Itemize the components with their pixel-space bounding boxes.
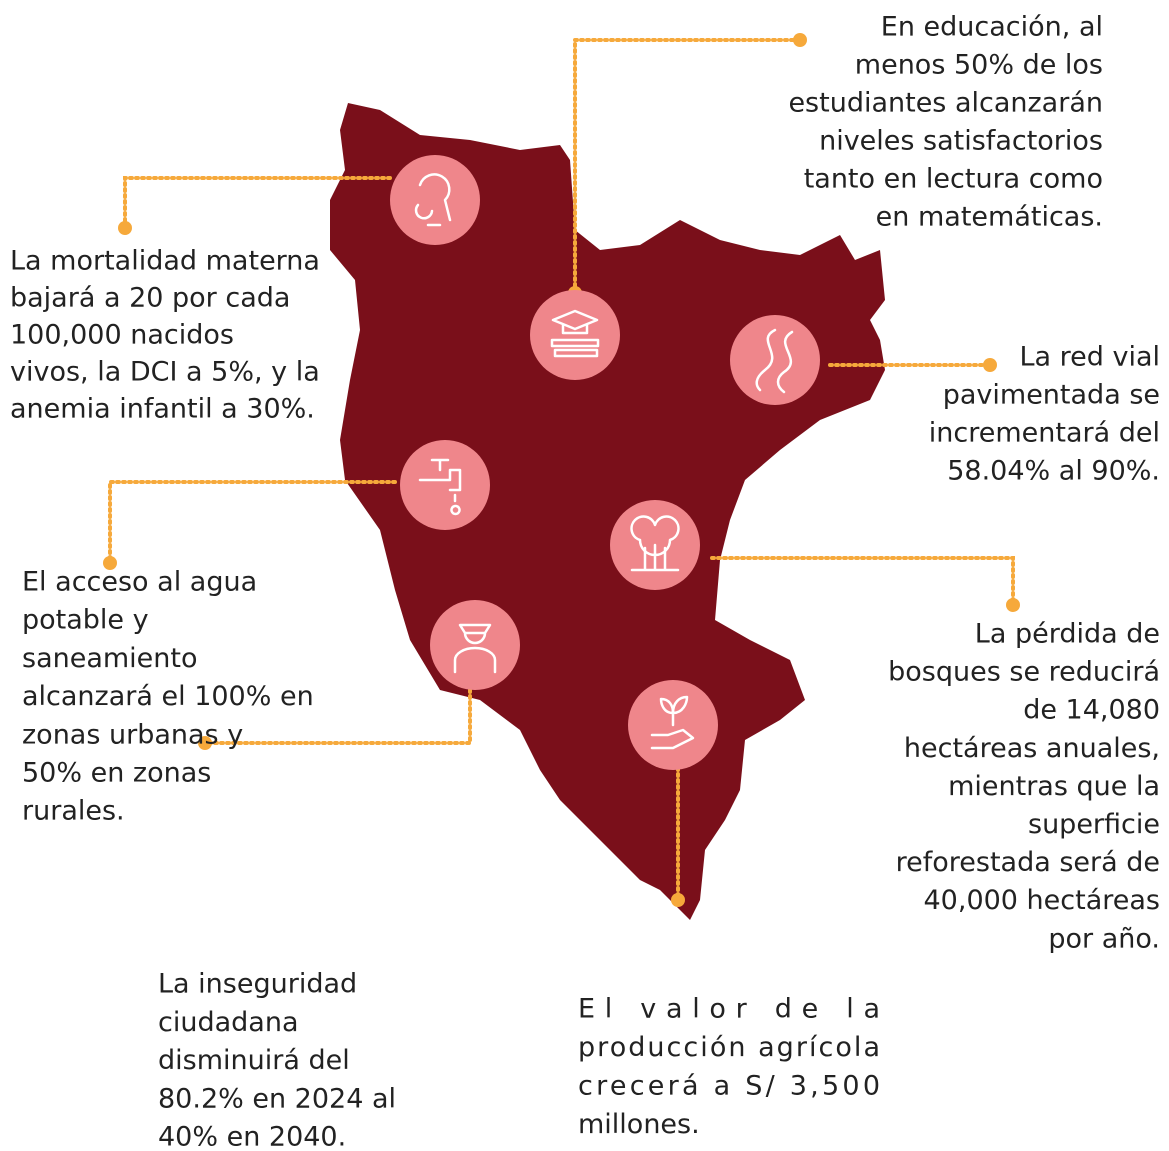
text-line: producción agrícola xyxy=(578,1032,880,1063)
text-line: estudiantes alcanzarán xyxy=(788,88,1103,119)
text-line: La inseguridad xyxy=(158,969,357,1000)
text-line: incrementará del xyxy=(929,418,1160,449)
text-line: En educación, al xyxy=(881,12,1103,43)
text-line: 58.04% al 90%. xyxy=(947,456,1160,487)
text-line: reforestada será de xyxy=(896,847,1160,878)
text-line: vivos, la DCI a 5%, y la xyxy=(10,357,320,388)
text-line: alcanzará el 100% en xyxy=(22,681,314,712)
icons xyxy=(390,155,820,770)
text-line: superficie xyxy=(1028,809,1160,840)
text-line: por año. xyxy=(1048,923,1160,954)
text-line: en matemáticas. xyxy=(876,202,1103,233)
text-line: 40,000 hectáreas xyxy=(924,885,1161,916)
text-line: mientras que la xyxy=(948,771,1160,802)
text-line: El valor de la xyxy=(578,994,880,1025)
text-line: saneamiento xyxy=(22,643,198,674)
text-line: 100,000 nacidos xyxy=(10,320,234,351)
text-line: La mortalidad materna xyxy=(10,246,320,277)
text-line: 80.2% en 2024 al xyxy=(158,1083,396,1114)
text-line: tanto en lectura como xyxy=(804,164,1103,195)
text-line: bajará a 20 por cada xyxy=(10,283,290,314)
text-line: El acceso al agua xyxy=(22,567,257,598)
text-line: anemia infantil a 30%. xyxy=(10,394,315,425)
text-line: millones. xyxy=(578,1109,700,1140)
text-line: crecerá a S/ 3,500 xyxy=(578,1071,880,1102)
text-line: de 14,080 xyxy=(1023,695,1160,726)
text-line: niveles satisfactorios xyxy=(819,126,1103,157)
text-line: La pérdida de xyxy=(975,619,1160,650)
text-line: 40% en 2040. xyxy=(158,1122,346,1151)
map xyxy=(330,103,885,920)
text-line: menos 50% de los xyxy=(855,50,1103,81)
text-line: rurales. xyxy=(22,796,125,827)
text-line: bosques se reducirá xyxy=(888,657,1160,688)
text-line: La red vial xyxy=(1019,342,1160,373)
text-line: potable y xyxy=(22,605,149,636)
text-line: pavimentada se xyxy=(943,380,1160,411)
text-line: 50% en zonas xyxy=(22,758,211,789)
text-line: hectáreas anuales, xyxy=(904,733,1160,764)
text-line: disminuirá del xyxy=(158,1045,350,1076)
text-line: ciudadana xyxy=(158,1007,298,1038)
text-line: zonas urbanas y xyxy=(22,719,243,750)
